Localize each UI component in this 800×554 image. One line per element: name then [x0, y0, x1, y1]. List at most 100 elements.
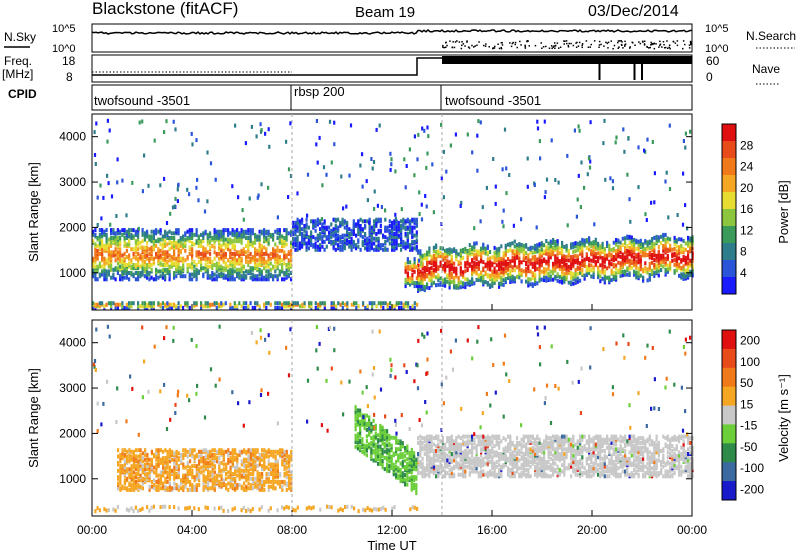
velocity-cell [581, 455, 584, 460]
power-cell [123, 231, 126, 236]
power-cell [245, 305, 248, 310]
velocity-cell [435, 474, 438, 479]
power-cell [220, 301, 223, 306]
power-cell [361, 227, 364, 232]
power-cell [274, 256, 277, 261]
power-cell [308, 301, 311, 306]
power-cell [249, 237, 252, 242]
power-cell [513, 244, 516, 249]
power-cell [321, 301, 324, 306]
power-cell [231, 239, 234, 244]
power-cell [256, 263, 259, 267]
power-cell [646, 240, 649, 245]
power-cell [287, 195, 290, 199]
power-cell [411, 217, 414, 222]
power-cell [276, 245, 279, 250]
power-cell [386, 302, 389, 307]
power-cell [621, 243, 624, 247]
power-cell [540, 263, 543, 268]
power-cell [406, 281, 409, 285]
power-cell [680, 250, 683, 255]
velocity-cell [473, 437, 476, 442]
power-cell [296, 241, 299, 246]
power-cell [486, 273, 489, 277]
velocity-cell [529, 464, 532, 469]
power-cell [678, 248, 681, 253]
power-cell [168, 277, 171, 282]
power-cell [341, 305, 344, 310]
power-cell [161, 234, 164, 239]
power-cell [608, 264, 611, 269]
power-cell [671, 252, 674, 257]
velocity-cell [489, 460, 492, 464]
power-cell [471, 150, 474, 155]
power-cell [402, 222, 405, 227]
velocity-cell [473, 469, 476, 474]
power-cell [477, 260, 480, 265]
power-cell [642, 250, 645, 255]
velocity-cell [464, 440, 467, 445]
power-cell [520, 246, 523, 251]
power-cell [173, 275, 176, 280]
power-cell [635, 246, 638, 251]
power-cell [263, 251, 266, 256]
power-cell [94, 250, 97, 255]
power-cell [350, 239, 353, 244]
power-cell [283, 277, 286, 282]
power-cell [459, 251, 462, 256]
power-cell [259, 122, 262, 127]
power-cell [206, 264, 209, 269]
noise-panel: 10^5 10^0 10^5 10^0 [52, 23, 729, 55]
velocity-cell [493, 461, 496, 466]
velocity-cell [570, 442, 573, 447]
power-cell [197, 269, 200, 274]
noise-search-point [528, 45, 530, 47]
power-cell [660, 268, 663, 273]
power-cell [218, 302, 221, 307]
power-cell [143, 231, 146, 236]
power-cell [459, 256, 462, 261]
power-cell [450, 272, 453, 277]
power-cell [394, 216, 397, 221]
power-cell [689, 258, 692, 263]
power-cell [651, 260, 654, 265]
velocity-cell [507, 466, 510, 471]
velocity-cell [538, 472, 541, 477]
power-cell [281, 277, 284, 282]
power-cell [545, 278, 548, 283]
power-cell [98, 264, 101, 269]
power-cell [419, 270, 422, 274]
velocity-cell [583, 471, 586, 476]
power-cell [680, 237, 683, 242]
power-cell [177, 248, 180, 253]
velocity-cell [421, 456, 424, 461]
power-cell [459, 266, 462, 271]
power-cell [480, 246, 483, 251]
power-cell [292, 244, 295, 249]
power-cell [177, 242, 180, 247]
power-cell [155, 255, 158, 260]
nsky-label: N.Sky [4, 30, 36, 44]
power-cell [504, 280, 507, 285]
power-cell [413, 173, 416, 178]
power-cell [373, 241, 376, 246]
power-cell [493, 272, 496, 277]
power-cell [366, 236, 369, 241]
power-cell [332, 233, 335, 238]
velocity-cell [522, 471, 525, 476]
velocity-cell [462, 439, 465, 444]
power-cell [301, 220, 304, 225]
power-cell [691, 238, 694, 243]
velocity-cell [561, 450, 564, 455]
power-cell [664, 256, 667, 261]
power-cell [563, 259, 566, 264]
power-cell [395, 239, 398, 244]
power-cell [599, 279, 602, 284]
power-cell [585, 268, 588, 273]
power-cell [290, 240, 293, 245]
power-cell [406, 225, 409, 230]
power-cell [529, 261, 532, 266]
power-cell [139, 304, 142, 309]
power-cell [292, 220, 295, 225]
power-cell [592, 244, 595, 249]
